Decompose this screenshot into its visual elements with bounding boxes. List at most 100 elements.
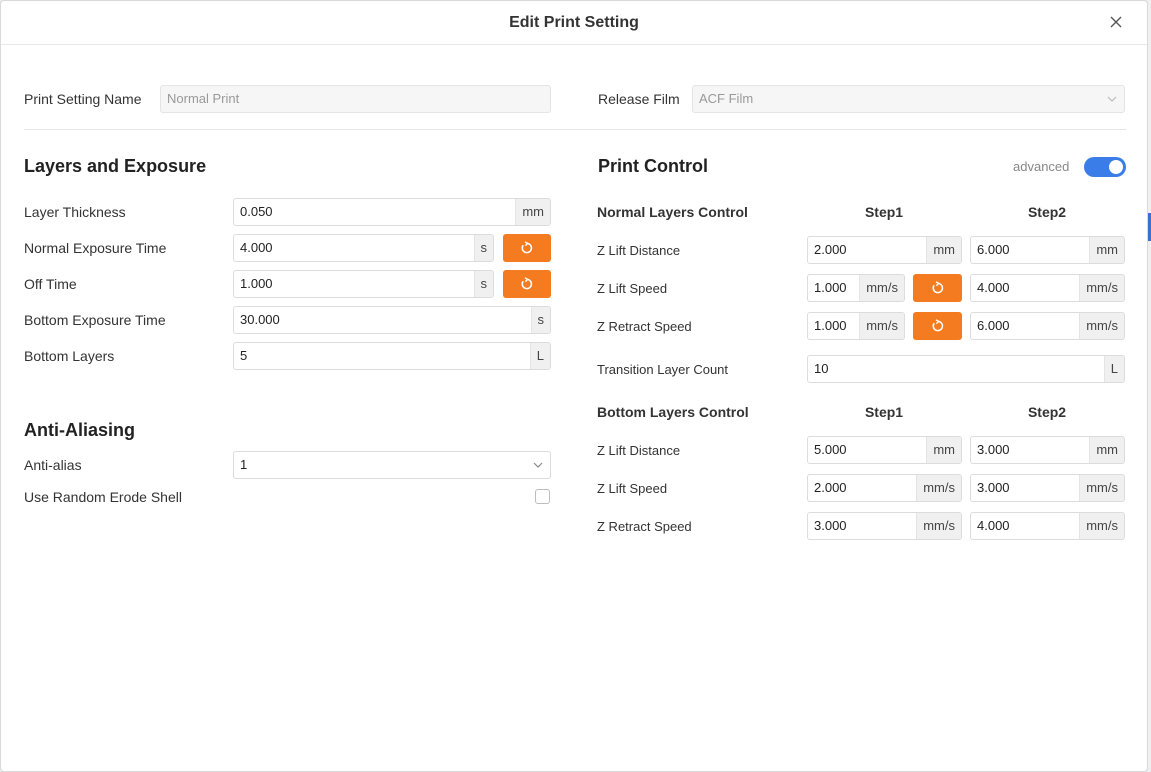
advanced-label: advanced	[1013, 159, 1070, 174]
background-window-accent	[1148, 213, 1151, 241]
chevron-down-icon	[526, 452, 550, 478]
normal-z-retract-speed-label: Z Retract Speed	[597, 319, 692, 334]
normal-step1-header: Step1	[864, 204, 904, 220]
bottom-step1-header: Step1	[864, 404, 904, 420]
bottom-z-lift-speed-label: Z Lift Speed	[597, 481, 668, 496]
normal-z-lift-speed-step2-input[interactable]: 4.000 mm/s	[970, 274, 1125, 302]
normal-z-lift-distance-step2-input[interactable]: 6.000 mm	[970, 236, 1125, 264]
normal-z-lift-speed-step2-value: 4.000	[977, 280, 1010, 295]
normal-z-lift-speed-step2-unit: mm/s	[1079, 275, 1124, 301]
normal-z-lift-speed-reset-button[interactable]	[913, 274, 962, 302]
normal-z-lift-distance-step2-unit: mm	[1089, 237, 1124, 263]
bottom-z-lift-distance-label: Z Lift Distance	[597, 443, 681, 458]
anti-aliasing-heading: Anti-Aliasing	[24, 420, 135, 440]
bottom-z-lift-distance-step2-input[interactable]: 3.000 mm	[970, 436, 1125, 464]
off-time-input[interactable]: 1.000 s	[233, 270, 494, 298]
bottom-z-lift-distance-step1-unit: mm	[926, 437, 961, 463]
bottom-z-retract-speed-label: Z Retract Speed	[597, 519, 692, 534]
normal-z-retract-speed-reset-button[interactable]	[913, 312, 962, 340]
bottom-z-retract-speed-step1-value: 3.000	[814, 518, 847, 533]
advanced-toggle[interactable]	[1084, 157, 1126, 177]
bottom-layers-input[interactable]: 5 L	[233, 342, 551, 370]
bottom-z-lift-speed-step1-value: 2.000	[814, 480, 847, 495]
normal-step2-header: Step2	[1027, 204, 1067, 220]
normal-z-lift-distance-label: Z Lift Distance	[597, 243, 681, 258]
print-setting-name-label: Print Setting Name	[24, 91, 142, 107]
bottom-layers-label: Bottom Layers	[24, 348, 115, 364]
print-setting-name-value: Normal Print	[167, 91, 240, 106]
transition-layer-count-value: 10	[814, 361, 829, 376]
section-divider	[24, 129, 1126, 130]
print-setting-name-input[interactable]: Normal Print	[160, 85, 551, 113]
normal-z-lift-speed-step1-input[interactable]: 1.000 mm/s	[807, 274, 905, 302]
normal-z-retract-speed-step1-value: 1.000	[814, 318, 847, 333]
normal-exposure-value: 4.000	[240, 240, 273, 255]
bottom-z-retract-speed-step2-unit: mm/s	[1079, 513, 1124, 539]
normal-exposure-reset-button[interactable]	[503, 234, 551, 262]
anti-alias-value: 1	[240, 457, 248, 472]
normal-exposure-unit: s	[473, 235, 493, 261]
release-film-value: ACF Film	[699, 91, 754, 106]
layer-thickness-label: Layer Thickness	[24, 204, 126, 220]
bottom-z-retract-speed-step2-input[interactable]: 4.000 mm/s	[970, 512, 1125, 540]
bottom-exposure-input[interactable]: 30.000 s	[233, 306, 551, 334]
normal-z-lift-distance-step1-value: 2.000	[814, 242, 847, 257]
bottom-z-lift-distance-step2-value: 3.000	[977, 442, 1010, 457]
reset-icon	[932, 319, 943, 332]
normal-z-retract-speed-step1-unit: mm/s	[859, 313, 904, 339]
layers-exposure-heading: Layers and Exposure	[24, 156, 207, 176]
layer-thickness-input[interactable]: 0.050 mm	[233, 198, 551, 226]
bottom-z-lift-distance-step1-value: 5.000	[814, 442, 847, 457]
bottom-z-retract-speed-step1-input[interactable]: 3.000 mm/s	[807, 512, 962, 540]
layer-thickness-value: 0.050	[240, 204, 273, 219]
bottom-layers-control-heading: Bottom Layers Control	[597, 404, 749, 420]
reset-icon	[521, 277, 533, 290]
normal-z-retract-speed-step1-input[interactable]: 1.000 mm/s	[807, 312, 905, 340]
normal-z-lift-speed-label: Z Lift Speed	[597, 281, 668, 296]
layer-thickness-unit: mm	[515, 199, 550, 225]
random-erode-label: Use Random Erode Shell	[24, 489, 182, 505]
normal-exposure-label: Normal Exposure Time	[24, 240, 167, 256]
off-time-label: Off Time	[24, 276, 77, 292]
bottom-layers-value: 5	[240, 348, 248, 363]
random-erode-checkbox[interactable]	[535, 489, 550, 504]
normal-z-retract-speed-step2-value: 6.000	[977, 318, 1010, 333]
bottom-layers-unit: L	[529, 343, 550, 369]
bottom-step2-header: Step2	[1027, 404, 1067, 420]
bottom-z-lift-distance-step1-input[interactable]: 5.000 mm	[807, 436, 962, 464]
close-icon[interactable]	[1107, 13, 1125, 31]
bottom-exposure-label: Bottom Exposure Time	[24, 312, 166, 328]
bottom-exposure-unit: s	[530, 307, 550, 333]
reset-icon	[932, 281, 943, 294]
bottom-z-retract-speed-step1-unit: mm/s	[916, 513, 961, 539]
transition-layer-count-input[interactable]: 10 L	[807, 355, 1125, 383]
bottom-z-lift-speed-step1-input[interactable]: 2.000 mm/s	[807, 474, 962, 502]
transition-layer-count-unit: L	[1103, 356, 1124, 382]
dialog-title: Edit Print Setting	[509, 14, 639, 31]
anti-alias-select[interactable]: 1	[233, 451, 551, 479]
anti-alias-label: Anti-alias	[24, 457, 82, 473]
normal-z-lift-distance-step1-input[interactable]: 2.000 mm	[807, 236, 962, 264]
bottom-z-retract-speed-step2-value: 4.000	[977, 518, 1010, 533]
release-film-label: Release Film	[598, 91, 680, 107]
bottom-z-lift-speed-step1-unit: mm/s	[916, 475, 961, 501]
bottom-z-lift-speed-step2-input[interactable]: 3.000 mm/s	[970, 474, 1125, 502]
normal-z-lift-distance-step2-value: 6.000	[977, 242, 1010, 257]
bottom-z-lift-distance-step2-unit: mm	[1089, 437, 1124, 463]
normal-layers-control-heading: Normal Layers Control	[597, 204, 748, 220]
normal-z-lift-distance-step1-unit: mm	[926, 237, 961, 263]
transition-layer-count-label: Transition Layer Count	[597, 362, 729, 377]
bottom-z-lift-speed-step2-unit: mm/s	[1079, 475, 1124, 501]
bottom-z-lift-speed-step2-value: 3.000	[977, 480, 1010, 495]
off-time-value: 1.000	[240, 276, 273, 291]
toggle-knob	[1109, 160, 1123, 174]
release-film-select[interactable]: ACF Film	[692, 85, 1125, 113]
background-window-edge	[1148, 0, 1151, 772]
reset-icon	[521, 241, 533, 254]
off-time-reset-button[interactable]	[503, 270, 551, 298]
normal-z-retract-speed-step2-input[interactable]: 6.000 mm/s	[970, 312, 1125, 340]
normal-exposure-input[interactable]: 4.000 s	[233, 234, 494, 262]
off-time-unit: s	[473, 271, 493, 297]
chevron-down-icon	[1100, 86, 1124, 112]
